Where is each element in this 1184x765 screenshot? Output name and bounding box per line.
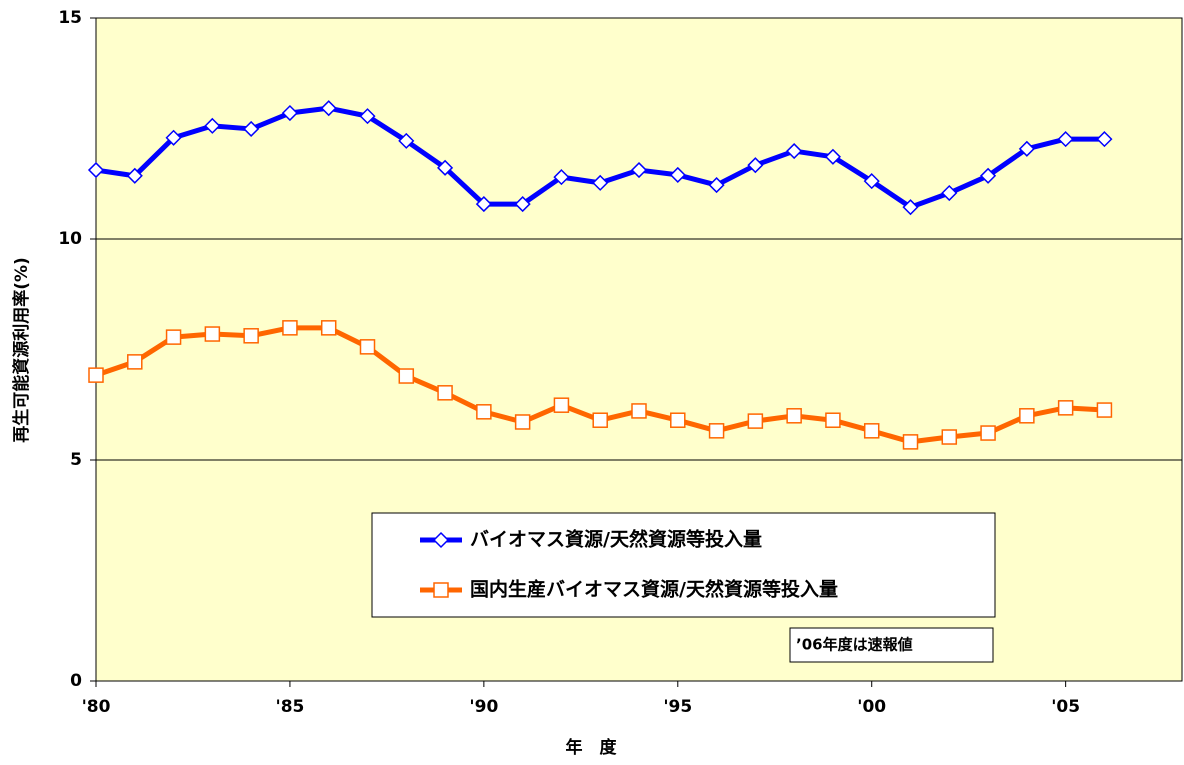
- marker: [1057, 400, 1074, 416]
- marker: [592, 174, 609, 191]
- marker: [204, 117, 221, 134]
- marker: [631, 403, 647, 419]
- marker: [708, 423, 725, 439]
- legend-label: バイオマス資源/天然資源等投入量: [470, 528, 762, 551]
- marker: [980, 425, 996, 441]
- x-tick-label: '00: [857, 697, 886, 717]
- marker: [1019, 408, 1035, 424]
- marker: [708, 177, 725, 194]
- y-tick-label: 15: [58, 8, 82, 28]
- marker: [282, 320, 298, 336]
- x-axis-label: 年 度: [566, 737, 618, 758]
- marker: [243, 120, 260, 138]
- marker: [941, 429, 958, 445]
- x-tick-label: '05: [1051, 697, 1080, 717]
- marker: [1057, 131, 1074, 148]
- marker: [941, 184, 958, 202]
- legend-box: [371, 512, 996, 618]
- note-box: [789, 627, 994, 663]
- marker: [1096, 131, 1113, 148]
- marker: [553, 397, 570, 413]
- marker: [786, 142, 803, 160]
- marker: [126, 167, 143, 184]
- marker: [514, 196, 531, 213]
- note: ’06年度は速報値: [796, 636, 913, 654]
- marker: [320, 320, 337, 336]
- marker: [359, 108, 376, 125]
- marker: [863, 423, 880, 439]
- marker: [165, 329, 182, 345]
- marker: [165, 129, 182, 146]
- marker: [320, 100, 337, 117]
- marker: [437, 385, 453, 401]
- x-tick-label: '80: [82, 697, 111, 717]
- marker: [87, 161, 105, 179]
- marker: [398, 132, 415, 149]
- marker: [824, 148, 841, 165]
- marker: [204, 326, 221, 342]
- marker: [670, 412, 686, 428]
- marker: [476, 404, 492, 420]
- marker: [553, 169, 570, 186]
- y-tick-label: 0: [70, 671, 82, 691]
- marker: [592, 412, 608, 428]
- y-tick-label: 10: [58, 229, 82, 249]
- marker: [127, 354, 143, 370]
- marker: [630, 161, 648, 179]
- marker: [669, 166, 686, 183]
- y-axis-label: 再生可能資源利用率(%): [11, 257, 32, 443]
- x-tick-label: '95: [663, 697, 692, 717]
- marker: [243, 328, 259, 344]
- y-tick-label: 5: [70, 450, 82, 470]
- marker: [825, 412, 841, 428]
- marker: [902, 434, 919, 450]
- marker: [514, 414, 531, 430]
- x-tick-label: '85: [275, 697, 304, 717]
- legend-label: 国内生産バイオマス資源/天然資源等投入量: [470, 578, 838, 601]
- marker: [398, 368, 415, 384]
- marker: [88, 367, 104, 383]
- marker: [437, 159, 454, 176]
- legend-marker: [432, 531, 450, 549]
- marker: [359, 339, 376, 355]
- marker: [902, 199, 919, 216]
- marker: [1096, 402, 1113, 418]
- legend-marker: [433, 582, 449, 598]
- marker: [1018, 140, 1035, 157]
- marker: [980, 167, 997, 184]
- x-tick-label: '90: [469, 697, 498, 717]
- marker: [747, 413, 764, 429]
- marker: [281, 104, 298, 122]
- marker: [863, 173, 880, 190]
- marker: [786, 408, 802, 424]
- marker: [475, 196, 492, 213]
- marker: [747, 157, 764, 174]
